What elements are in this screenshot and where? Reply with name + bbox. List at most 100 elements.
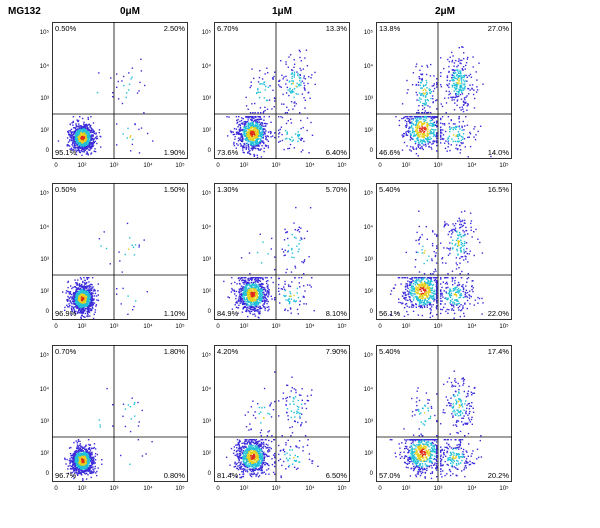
event-point <box>77 137 80 140</box>
event-point <box>69 140 71 142</box>
event-point <box>75 136 77 138</box>
event-point <box>239 139 241 141</box>
event-point <box>82 280 84 283</box>
event-point <box>239 120 241 123</box>
event-point <box>90 308 92 310</box>
y-tick-label: 0 <box>46 309 50 315</box>
event-point <box>73 303 75 305</box>
event-point <box>406 125 408 127</box>
event-point <box>460 62 462 65</box>
event-point <box>78 294 80 296</box>
event-point <box>241 277 243 279</box>
event-point <box>413 277 415 279</box>
event-point <box>251 278 253 280</box>
event-point <box>252 140 254 143</box>
event-point <box>81 302 84 305</box>
event-point <box>79 301 81 303</box>
event-point <box>414 277 416 279</box>
event-point <box>81 300 83 302</box>
event-point <box>261 124 263 126</box>
event-point <box>81 142 83 144</box>
event-point <box>84 123 86 126</box>
event-point <box>247 117 249 119</box>
event-point <box>296 86 298 88</box>
event-point <box>429 106 431 108</box>
event-point <box>424 143 427 145</box>
event-point <box>461 89 463 91</box>
event-point <box>94 292 97 295</box>
event-point <box>266 123 268 125</box>
event-point <box>133 254 136 256</box>
event-point <box>452 96 455 98</box>
event-point <box>71 298 73 300</box>
event-point <box>245 127 247 130</box>
event-point <box>73 292 75 294</box>
event-point <box>442 129 444 131</box>
event-point <box>77 305 79 307</box>
event-point <box>261 307 263 309</box>
event-point <box>88 146 90 149</box>
event-point <box>418 287 420 290</box>
event-point <box>460 109 462 111</box>
event-point <box>88 294 90 296</box>
event-point <box>81 286 84 288</box>
event-point <box>455 135 457 137</box>
event-point <box>244 301 246 303</box>
event-point <box>81 133 83 135</box>
event-point <box>285 83 287 85</box>
event-point <box>304 57 306 59</box>
event-point <box>416 124 419 126</box>
event-point <box>418 92 421 94</box>
event-point <box>257 134 259 136</box>
event-point <box>413 135 416 137</box>
event-point <box>433 296 435 298</box>
event-point <box>264 73 266 75</box>
y-tick-label: 0 <box>370 148 374 154</box>
event-point <box>290 298 293 300</box>
event-point <box>248 135 250 137</box>
event-point <box>88 303 90 305</box>
event-point <box>244 279 246 282</box>
event-point <box>402 302 404 304</box>
event-point <box>426 300 428 302</box>
event-point <box>455 95 458 97</box>
event-point <box>287 237 289 240</box>
event-point <box>268 99 271 101</box>
event-point <box>429 312 432 315</box>
event-point <box>415 134 417 136</box>
event-point <box>260 141 262 144</box>
event-point <box>82 134 85 136</box>
event-point <box>84 142 86 144</box>
event-point <box>235 295 237 297</box>
event-point <box>259 306 261 308</box>
event-point <box>263 303 265 305</box>
event-point <box>257 277 260 279</box>
event-point <box>80 278 82 280</box>
event-point <box>419 139 422 141</box>
event-point <box>422 94 424 96</box>
event-point <box>237 291 240 293</box>
event-point <box>245 293 247 295</box>
event-point <box>266 302 268 305</box>
event-point <box>79 151 81 154</box>
event-point <box>79 299 81 301</box>
event-point <box>71 287 73 290</box>
event-point <box>245 283 247 285</box>
event-point <box>82 303 85 305</box>
event-point <box>423 283 426 285</box>
event-point <box>242 301 244 304</box>
event-point <box>476 89 479 91</box>
event-point <box>422 278 425 280</box>
event-point <box>408 131 410 134</box>
event-point <box>254 116 256 118</box>
event-point <box>85 295 88 297</box>
event-point <box>251 286 253 288</box>
event-point <box>302 149 304 151</box>
event-point <box>248 277 250 279</box>
event-point <box>76 139 78 141</box>
event-point <box>429 89 431 91</box>
event-point <box>79 292 81 295</box>
event-point <box>245 105 248 107</box>
event-point <box>422 84 425 86</box>
event-point <box>421 147 423 149</box>
